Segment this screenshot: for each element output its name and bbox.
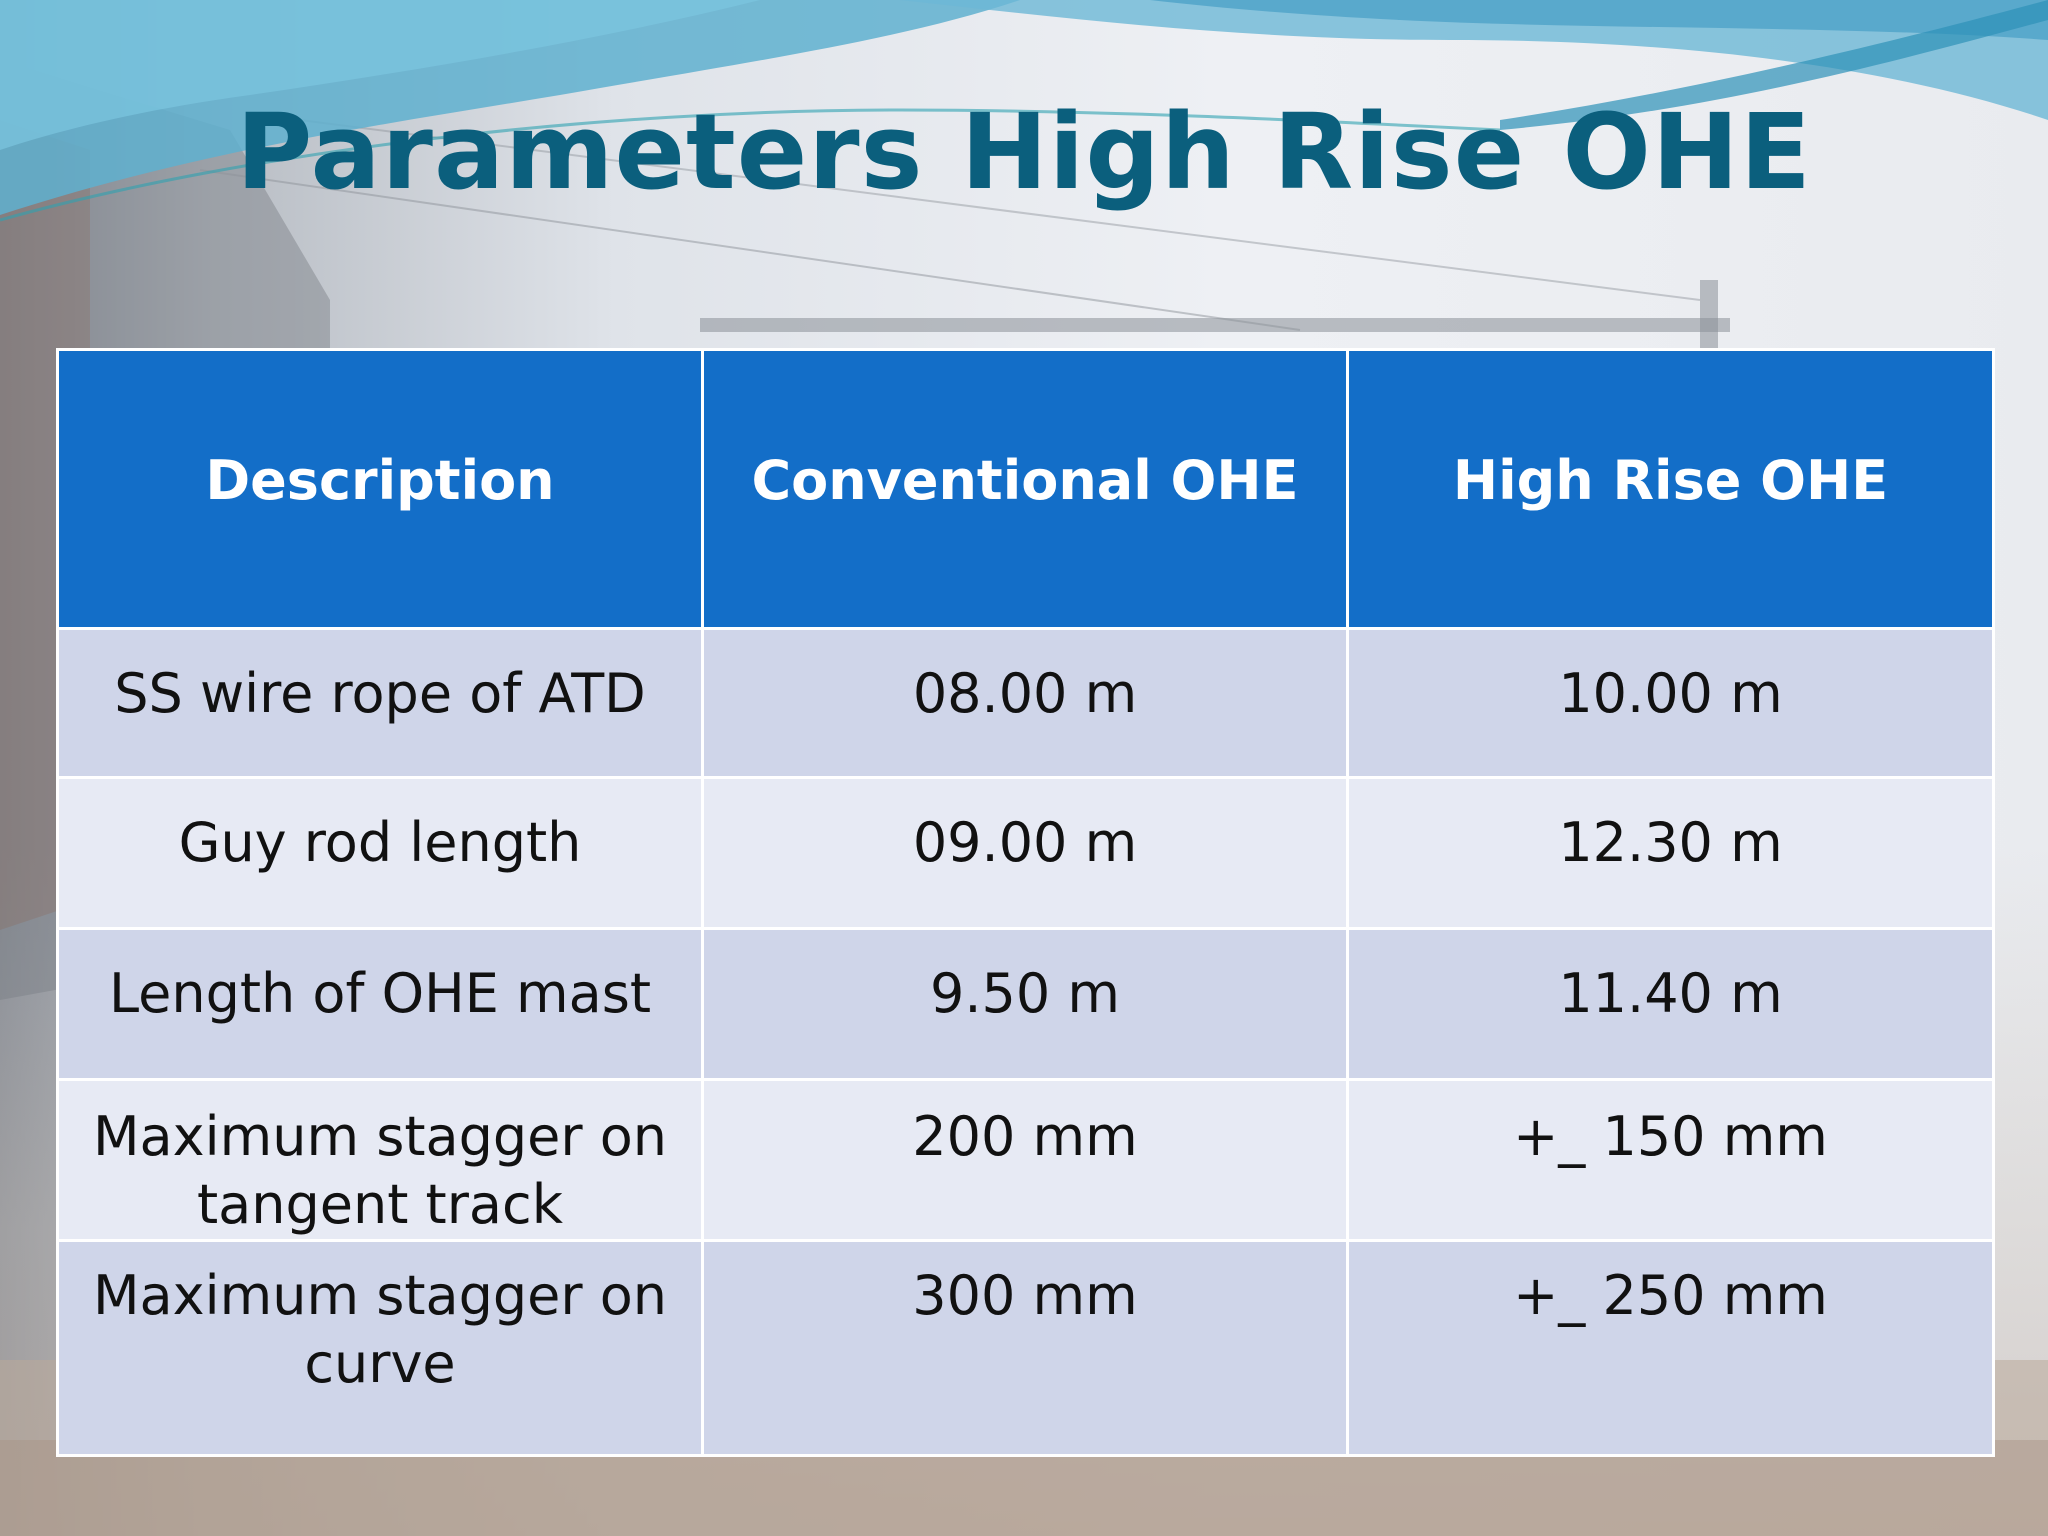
cell-conventional: 9.50 m <box>701 927 1349 1081</box>
cell-high-rise: 11.40 m <box>1346 927 1995 1081</box>
ballast-shape <box>0 1440 2048 1536</box>
header-high-rise-ohe: High Rise OHE <box>1346 348 1995 630</box>
header-conventional-ohe: Conventional OHE <box>701 348 1349 630</box>
cell-high-rise: +_ 250 mm <box>1346 1239 1995 1457</box>
gantry-beam <box>700 318 1730 332</box>
parameters-table: Description Conventional OHE High Rise O… <box>56 348 1995 1457</box>
cell-description: Length of OHE mast <box>56 927 704 1081</box>
slide-title: Parameters High Rise OHE <box>236 91 1812 213</box>
cell-description: Maximum stagger on curve <box>56 1239 704 1457</box>
cell-conventional: 09.00 m <box>701 776 1349 930</box>
table-row: Length of OHE mast 9.50 m 11.40 m <box>56 927 1995 1081</box>
cell-high-rise: 12.30 m <box>1346 776 1995 930</box>
cell-conventional: 08.00 m <box>701 627 1349 779</box>
table-row: SS wire rope of ATD 08.00 m 10.00 m <box>56 627 1995 779</box>
table-row: Maximum stagger on curve 300 mm +_ 250 m… <box>56 1239 1995 1457</box>
wave-line <box>0 108 1501 222</box>
gantry-post <box>1700 280 1718 350</box>
table-header-row: Description Conventional OHE High Rise O… <box>56 348 1995 630</box>
header-description: Description <box>56 348 704 630</box>
cell-high-rise: +_ 150 mm <box>1346 1078 1995 1242</box>
catenary-wire <box>199 169 1301 331</box>
cell-description: SS wire rope of ATD <box>56 627 704 779</box>
contact-wire <box>299 119 1701 301</box>
table-row: Guy rod length 09.00 m 12.30 m <box>56 776 1995 930</box>
cell-description: Maximum stagger on tangent track <box>56 1078 704 1242</box>
cell-high-rise: 10.00 m <box>1346 627 1995 779</box>
cell-conventional: 200 mm <box>701 1078 1349 1242</box>
wave-right <box>900 0 2048 120</box>
wave-stroke-right <box>1500 0 2048 130</box>
wave-right-dark <box>1150 0 2048 40</box>
wave-left-light <box>0 0 760 150</box>
cell-conventional: 300 mm <box>701 1239 1349 1457</box>
cell-description: Guy rod length <box>56 776 704 930</box>
table-row: Maximum stagger on tangent track 200 mm … <box>56 1078 1995 1242</box>
